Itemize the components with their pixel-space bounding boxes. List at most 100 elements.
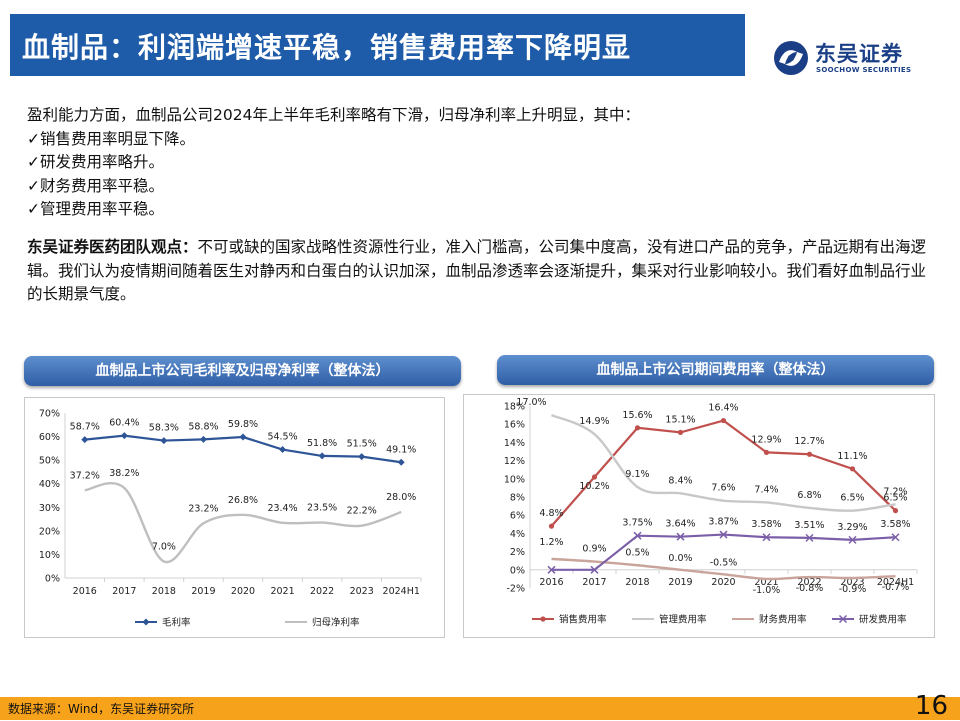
data-label: 58.8%: [188, 421, 218, 432]
data-point: [762, 533, 771, 542]
intro-point: ✓管理费用率平稳。: [27, 200, 164, 218]
y-tick-label: 10%: [504, 474, 525, 485]
data-point: [892, 508, 899, 514]
data-label: -0.5%: [710, 557, 738, 568]
data-label: 3.29%: [837, 522, 867, 533]
data-label: 28.0%: [386, 492, 416, 503]
data-label: 12.9%: [751, 434, 781, 445]
y-tick-label: 16%: [504, 420, 525, 431]
data-point: [397, 458, 405, 466]
data-point: [279, 446, 287, 454]
x-tick-label: 2023: [350, 586, 374, 597]
data-label: 11.1%: [837, 451, 867, 462]
company-logo: 东吴证券 SOOCHOW SECURITIES: [773, 36, 943, 80]
footer-bar: 数据来源：Wind，东吴证券研究所 16: [0, 691, 960, 721]
x-tick-label: 2016: [539, 577, 563, 588]
data-label: 15.6%: [622, 410, 652, 421]
intro-point: ✓研发费用率略升。: [27, 153, 164, 171]
logo-name-en: SOOCHOW SECURITIES: [816, 66, 912, 74]
x-tick-label: 2017: [582, 577, 606, 588]
data-label: 58.7%: [70, 422, 100, 433]
data-label: -1.0%: [753, 585, 781, 596]
data-label: 4.8%: [539, 508, 563, 519]
data-point: [547, 565, 556, 574]
margin-chart: 0% 10% 20% 30% 40% 50% 60% 70% 2016 2017 2018 2019 2…: [39, 409, 422, 629]
data-label: 15.1%: [665, 414, 695, 425]
data-label: 6.5%: [840, 493, 864, 504]
data-label: 12.7%: [794, 436, 824, 447]
data-label: 8.4%: [668, 475, 692, 486]
data-label: 3.51%: [794, 520, 824, 531]
y-tick-label: 20%: [39, 526, 60, 537]
x-tick-label: 2021: [754, 577, 778, 588]
chart-title-right: 血制品上市公司期间费用率（整体法）: [497, 355, 934, 385]
y-tick-label: 12%: [504, 456, 525, 467]
y-tick-label: 2%: [510, 547, 525, 558]
data-label: 51.8%: [307, 438, 337, 449]
data-point: [591, 474, 598, 480]
data-point: [548, 523, 555, 529]
data-point: [633, 531, 642, 540]
data-label: 14.9%: [579, 416, 609, 427]
expense-ratio-chart: -2% 0% 2% 4% 6% 8% 10% 12% 14% 16% 18% 2016 2017 2018…: [504, 397, 918, 626]
data-point: [120, 432, 128, 440]
data-label: 1.2%: [539, 537, 563, 548]
data-label: 54.5%: [267, 432, 297, 443]
data-label: 0.0%: [668, 553, 692, 564]
series-line: [551, 557, 896, 581]
data-point: [634, 425, 641, 431]
x-tick-label: 2021: [270, 586, 294, 597]
y-tick-label: -2%: [507, 584, 526, 595]
data-label: 3.58%: [880, 519, 910, 530]
chart-panel-right: -2% 0% 2% 4% 6% 8% 10% 12% 14% 16% 18% 2016 2017 2018…: [463, 394, 935, 638]
data-label: 23.2%: [188, 503, 218, 514]
data-label: -0.7%: [882, 582, 910, 593]
x-tick-label: 2020: [711, 577, 735, 588]
intro-point: ✓销售费用率明显下降。: [27, 129, 195, 148]
chart-title-left: 血制品上市公司毛利率及归母净利率（整体法）: [24, 356, 461, 386]
x-tick-label: 2024H1: [383, 586, 420, 597]
x-tick-label: 2017: [112, 586, 136, 597]
data-source: 数据来源：Wind，东吴证券研究所: [8, 702, 195, 716]
data-label: 23.5%: [307, 503, 337, 514]
data-point: [199, 435, 207, 443]
series-line: [84, 482, 402, 564]
x-tick-label: 2018: [625, 577, 649, 588]
data-label: 6.8%: [797, 490, 821, 501]
data-point: [81, 436, 89, 444]
viewpoint-body: 不可或缺的国家战略性资源性行业，准入门槛高，公司集中度高，没有进口产品的竞争，产…: [27, 238, 927, 303]
data-label: -0.9%: [839, 584, 867, 595]
data-label: 7.4%: [754, 484, 778, 495]
data-point: [540, 616, 546, 622]
legend-label: 归母净利率: [312, 617, 360, 629]
x-tick-label: 2016: [73, 586, 97, 597]
data-point: [838, 614, 848, 624]
data-label: 17.0%: [516, 397, 546, 408]
data-point: [676, 532, 685, 541]
x-tick-label: 2022: [310, 586, 334, 597]
data-label: 59.8%: [228, 419, 258, 430]
data-label: 7.2%: [883, 486, 907, 497]
legend-label: 销售费用率: [559, 614, 607, 626]
data-label: 60.4%: [109, 418, 139, 429]
y-tick-label: 0%: [45, 574, 60, 585]
data-label: -0.8%: [796, 583, 824, 594]
intro-point: ✓财务费用率平稳。: [27, 176, 164, 195]
y-tick-label: 10%: [39, 550, 60, 561]
data-point: [239, 433, 247, 441]
data-label: 7.0%: [152, 542, 176, 553]
y-tick-label: 4%: [510, 529, 525, 540]
data-label: 9.1%: [625, 469, 649, 480]
data-label: 7.6%: [711, 483, 735, 494]
soochow-logo-icon: [774, 41, 808, 75]
data-label: 6.5%: [883, 493, 907, 504]
y-tick-label: 0%: [510, 565, 525, 576]
data-point: [805, 533, 814, 542]
data-label: 49.1%: [386, 444, 416, 455]
data-label: 0.5%: [625, 547, 649, 558]
data-label: 58.3%: [149, 423, 179, 434]
data-point: [590, 565, 599, 574]
legend-label: 管理费用率: [659, 614, 707, 626]
viewpoint-heading: 东吴证券医药团队观点：: [27, 238, 198, 256]
data-point: [806, 451, 813, 457]
